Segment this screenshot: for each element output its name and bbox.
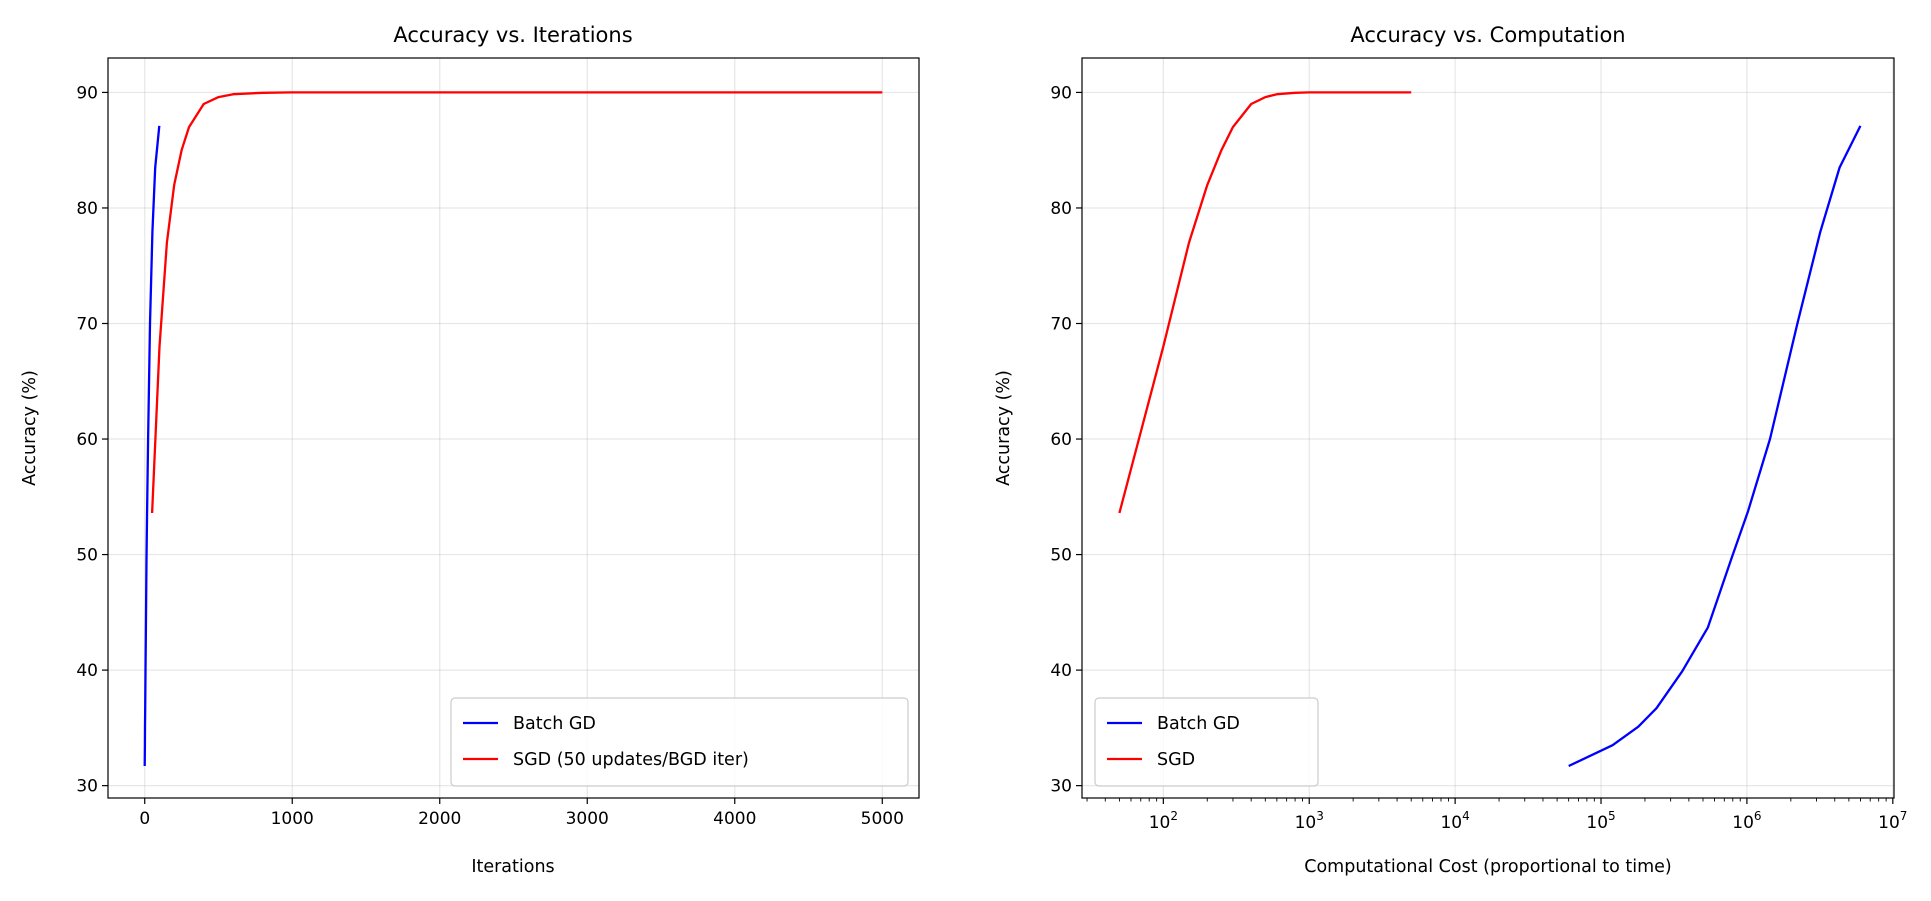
right-plot-computation: Accuracy vs. Computation Computational C… (994, 23, 1907, 877)
x-tick-label: 107 (1878, 809, 1907, 833)
x-tick-label: 5000 (861, 809, 904, 829)
y-axis-label: Accuracy (%) (20, 370, 40, 486)
x-tick-label: 103 (1295, 809, 1324, 833)
plot-title: Accuracy vs. Iterations (393, 23, 632, 47)
y-tick-label: 60 (76, 430, 98, 450)
left-plot-iterations: Accuracy vs. Iterations Iterations Accur… (20, 23, 920, 877)
series-line-sgd-50-updates-bgd-iter (150, 91, 883, 514)
legend: Batch GD SGD (50 updates/BGD iter) (450, 697, 909, 787)
y-tick-label: 40 (1050, 661, 1072, 681)
plot-title: Accuracy vs. Computation (1350, 23, 1625, 47)
y-tick-label: 30 (1050, 777, 1072, 797)
x-axis-label: Computational Cost (proportional to time… (1304, 857, 1672, 877)
legend-box (450, 697, 909, 787)
legend-box (1094, 697, 1319, 787)
x-tick-label: 104 (1440, 809, 1469, 833)
x-tick-label: 4000 (713, 809, 756, 829)
y-tick-label: 30 (76, 777, 98, 797)
axes-frame (107, 57, 920, 799)
legend-label: Batch GD (1157, 714, 1240, 734)
y-tick-label: 50 (1050, 546, 1072, 566)
y-tick-label: 60 (1050, 430, 1072, 450)
x-tick-label: 3000 (566, 809, 609, 829)
y-tick-label: 50 (76, 546, 98, 566)
series-line-batch-gd (1568, 125, 1862, 768)
y-tick-label: 70 (1050, 314, 1072, 334)
series-line-sgd (1118, 91, 1412, 514)
legend: Batch GD SGD (1094, 697, 1319, 787)
y-axis-label: Accuracy (%) (994, 370, 1014, 486)
y-tick-label: 80 (76, 199, 98, 219)
axes-frame (1081, 57, 1895, 799)
y-tick-label: 70 (76, 314, 98, 334)
x-tick-label: 2000 (418, 809, 461, 829)
x-tick-label: 102 (1149, 809, 1178, 833)
x-tick-label: 106 (1732, 809, 1761, 833)
y-tick-label: 80 (1050, 199, 1072, 219)
series-line-batch-gd (143, 125, 161, 767)
legend-label: SGD (1157, 750, 1195, 770)
legend-label: Batch GD (513, 714, 596, 734)
y-tick-label: 40 (76, 661, 98, 681)
y-tick-label: 90 (76, 83, 98, 103)
x-axis-label: Iterations (471, 857, 554, 877)
x-tick-label: 1000 (271, 809, 314, 829)
x-tick-label: 0 (139, 809, 150, 829)
x-tick-label: 105 (1586, 809, 1615, 833)
legend-label: SGD (50 updates/BGD iter) (513, 750, 749, 770)
y-tick-label: 90 (1050, 83, 1072, 103)
